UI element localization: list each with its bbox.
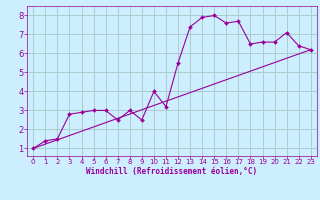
X-axis label: Windchill (Refroidissement éolien,°C): Windchill (Refroidissement éolien,°C) <box>86 167 258 176</box>
